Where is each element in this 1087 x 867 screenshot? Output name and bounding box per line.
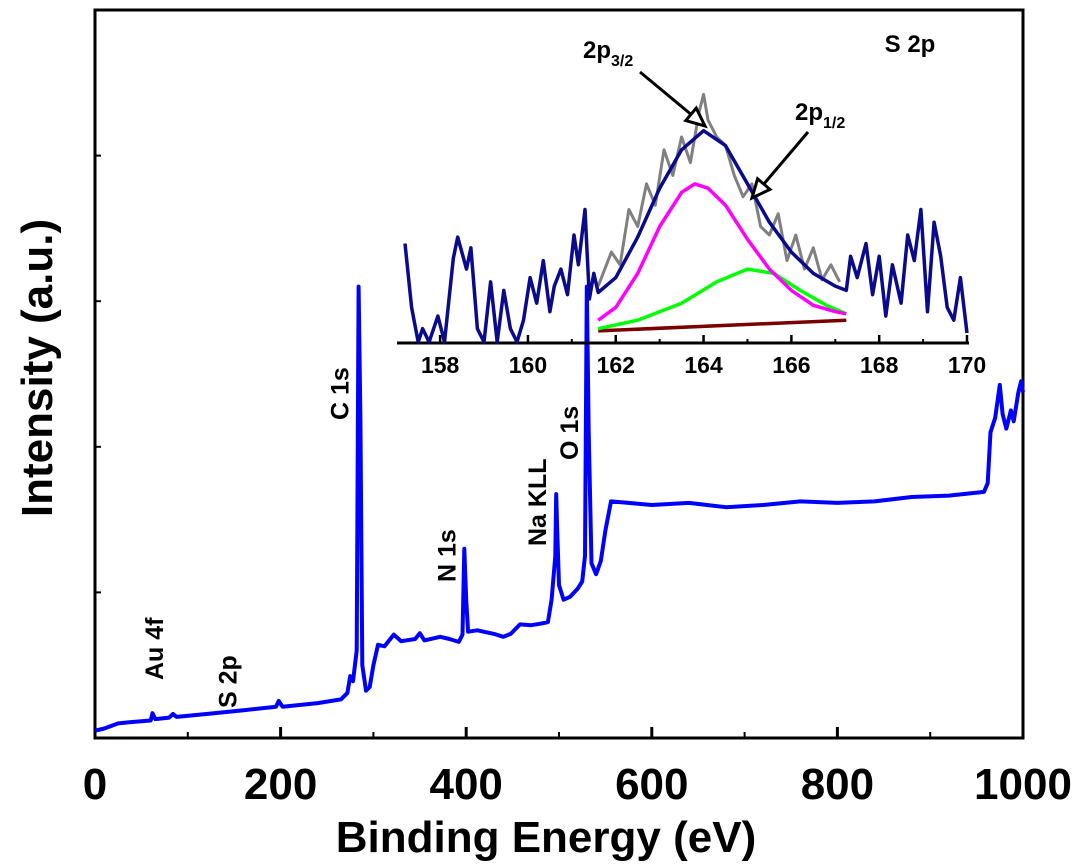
- x-tick-label: 200: [244, 760, 317, 809]
- inset-arrow-head: [683, 105, 708, 129]
- inset-x-tick-label: 166: [772, 352, 810, 378]
- inset-peak-label: 2p3/2: [583, 37, 633, 70]
- peak-label: Au 4f: [141, 617, 169, 680]
- peak-label: S 2p: [214, 655, 242, 708]
- x-axis-title: Binding Energy (eV): [336, 813, 756, 862]
- x-tick-label: 600: [615, 760, 688, 809]
- peak-label: N 1s: [433, 529, 461, 582]
- peak-label: O 1s: [556, 406, 584, 460]
- x-tick-label: 800: [801, 760, 874, 809]
- peak-label: Na KLL: [524, 459, 552, 547]
- inset-axes: 158 160 162 164 166 168 170: [397, 335, 986, 378]
- inset-spectrum: [403, 92, 969, 344]
- inset-x-tick-label: 162: [597, 352, 635, 378]
- inset-x-tick-label: 160: [509, 352, 547, 378]
- inset-envelope-line: [403, 128, 969, 344]
- inset-annotations: S 2p 2p3/2 2p1/2: [583, 31, 936, 201]
- inset-x-tick-label: 170: [948, 352, 986, 378]
- inset-peak-2p1-2-line: [597, 267, 847, 331]
- inset-peak-label-subscript: 1/2: [823, 115, 845, 132]
- x-tick-label: 400: [429, 760, 502, 809]
- inset-x-tick-label: 168: [860, 352, 899, 378]
- x-tick-label: 1000: [974, 760, 1072, 809]
- inset-raw-data-line: [596, 92, 842, 287]
- inset-peak-label-subscript: 3/2: [611, 53, 633, 70]
- inset-peak-label: 2p1/2: [795, 99, 845, 132]
- inset-peak-2p3-2-line: [597, 182, 847, 322]
- inset-background-line: [598, 318, 847, 333]
- y-axis-title: Intensity (a.u.): [13, 219, 62, 517]
- survey-series-line: [94, 284, 1025, 733]
- survey-axes: 0 200 400 600 800 1000: [83, 8, 1072, 809]
- survey-spectrum: [94, 284, 1025, 733]
- peak-label: C 1s: [327, 367, 355, 420]
- inset-title: S 2p: [885, 31, 936, 58]
- inset-x-tick-label: 164: [684, 352, 723, 378]
- inset-x-tick-label: 158: [421, 352, 460, 378]
- x-tick-label: 0: [83, 760, 107, 809]
- inset-arrow-head: [749, 176, 773, 201]
